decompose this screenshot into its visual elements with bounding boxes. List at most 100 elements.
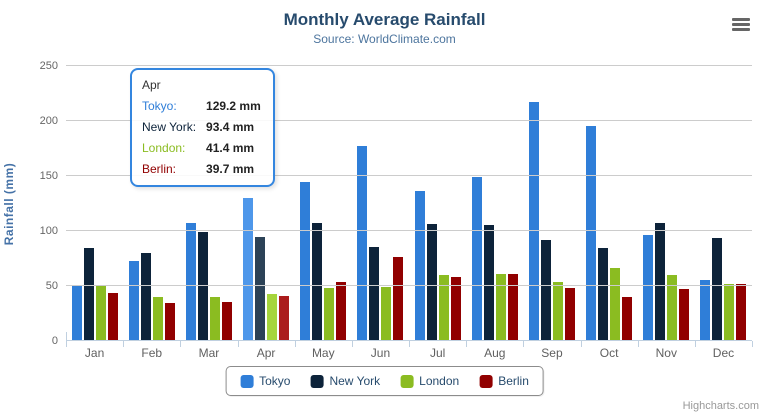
bar-groups [66,66,752,340]
bar-tokyo-jul[interactable] [414,191,425,340]
tooltip-series-value: 93.4 mm [206,120,255,134]
credits-link[interactable]: Highcharts.com [682,400,759,412]
x-axis-label: May [311,346,335,360]
legend-item-label: New York [329,374,381,388]
bar-group-nov [638,66,695,340]
bar-london-jul[interactable] [438,275,449,340]
legend-swatch-icon [240,374,254,388]
bar-tokyo-jan[interactable] [71,285,82,340]
x-axis-tick [294,341,296,347]
bar-group-jul [409,66,466,340]
gridline [66,120,752,121]
bar-london-mar[interactable] [209,297,220,340]
bar-london-jun[interactable] [381,287,392,340]
y-axis-label: 250 [39,60,58,72]
gridline [66,175,752,176]
bar-london-feb[interactable] [152,297,163,340]
bar-berlin-sep[interactable] [564,288,575,340]
bar-tokyo-jun[interactable] [357,146,368,340]
x-axis-tick [580,341,582,347]
gridline [66,230,752,231]
bar-berlin-jun[interactable] [393,257,404,340]
legend-item-label: London [419,374,460,388]
x-axis-label: Nov [655,346,677,360]
x-axis-label: Oct [599,346,619,360]
x-axis-label: Sep [541,346,563,360]
bar-berlin-nov[interactable] [679,289,690,340]
x-axis-tick [123,341,125,347]
tooltip-series-value: 129.2 mm [206,99,261,113]
x-axis-label: Dec [712,346,735,360]
bar-london-oct[interactable] [610,268,621,340]
x-axis-label: Apr [256,346,276,360]
legend-item-berlin[interactable]: Berlin [479,374,529,388]
bar-berlin-jan[interactable] [107,293,118,340]
bar-berlin-dec[interactable] [736,284,747,340]
bar-new-york-aug[interactable] [483,225,494,340]
bar-berlin-mar[interactable] [221,302,232,340]
y-axis-labels: 0 50 100 150 200 250 [6,60,58,347]
bar-new-york-jan[interactable] [83,248,94,340]
legend-swatch-icon [400,374,414,388]
tooltip-rows: Tokyo: 129.2 mm New York: 93.4 mm London: 41.… [142,99,261,176]
bar-tokyo-feb[interactable] [128,261,139,340]
tooltip-series-value: 41.4 mm [206,141,255,155]
bar-tokyo-may[interactable] [300,182,311,340]
bar-new-york-mar[interactable] [197,232,208,340]
bar-new-york-feb[interactable] [140,253,151,340]
bar-tokyo-oct[interactable] [586,126,597,340]
x-axis-tick [66,341,67,347]
bar-new-york-dec[interactable] [712,238,723,340]
bar-berlin-aug[interactable] [507,274,518,340]
bar-tokyo-apr[interactable] [243,198,254,340]
x-axis-tick [409,341,410,347]
bar-london-apr[interactable] [267,294,278,340]
tooltip-header: Apr [142,78,161,92]
bar-berlin-apr[interactable] [279,296,290,340]
bar-london-sep[interactable] [552,282,563,340]
bar-group-may [295,66,352,340]
bar-new-york-may[interactable] [312,223,323,340]
y-axis-label: 200 [39,115,58,127]
bar-new-york-jun[interactable] [369,247,380,340]
legend-item-label: Tokyo [259,374,291,388]
bar-group-apr [238,66,295,340]
bar-berlin-may[interactable] [336,282,347,340]
x-axis-tick [466,341,468,347]
bar-group-jan [66,66,123,340]
bar-london-jan[interactable] [95,286,106,340]
legend-item-london[interactable]: London [400,374,459,388]
tooltip-series-label: Tokyo: [142,99,177,113]
bar-london-nov[interactable] [667,275,678,340]
x-axis-label: Feb [141,346,163,360]
bar-new-york-jul[interactable] [426,224,437,340]
bar-new-york-sep[interactable] [540,240,551,340]
bar-berlin-oct[interactable] [622,297,633,340]
tooltip-series-label: New York: [142,120,197,134]
bar-new-york-apr[interactable] [255,237,266,340]
bar-berlin-jul[interactable] [450,277,461,340]
bar-tokyo-aug[interactable] [471,177,482,340]
x-axis-tick [523,341,525,347]
legend-item-tokyo[interactable]: Tokyo [240,374,290,388]
bar-berlin-feb[interactable] [164,303,175,340]
legend-swatch-icon [310,374,324,388]
x-axis-tick [180,341,182,347]
plot-area [66,65,753,347]
bar-london-aug[interactable] [495,274,506,340]
bar-new-york-oct[interactable] [598,248,609,340]
tooltip-series-label: Berlin: [142,162,177,176]
bar-tokyo-nov[interactable] [643,235,654,340]
bar-london-dec[interactable] [724,284,735,340]
bar-tokyo-dec[interactable] [700,280,711,340]
bar-new-york-nov[interactable] [655,223,666,340]
bar-tokyo-mar[interactable] [185,223,196,340]
export-menu-button[interactable] [728,13,754,35]
x-axis-tick [637,341,639,347]
legend-item-new-york[interactable]: New York [310,374,380,388]
bar-group-jun [352,66,409,340]
bar-tokyo-sep[interactable] [528,102,539,340]
bar-london-may[interactable] [324,288,335,340]
x-axis-tick [237,341,239,347]
